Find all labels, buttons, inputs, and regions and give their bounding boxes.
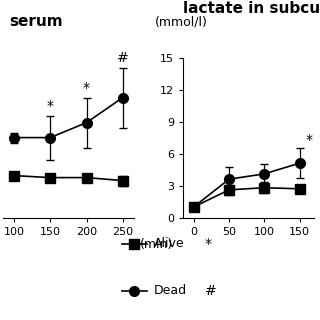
Text: *: *: [83, 81, 90, 95]
Text: (mmol/l): (mmol/l): [155, 16, 207, 29]
Text: *: *: [47, 99, 54, 113]
Text: lactate in subcuta: lactate in subcuta: [183, 1, 320, 16]
Text: serum: serum: [10, 14, 63, 29]
Text: #: #: [117, 51, 129, 65]
Text: (min): (min): [140, 238, 173, 252]
Text: Dead: Dead: [154, 284, 187, 297]
Text: *: *: [305, 133, 312, 147]
Text: #: #: [205, 284, 217, 298]
Text: *: *: [205, 237, 212, 251]
Text: Alive: Alive: [154, 237, 184, 250]
